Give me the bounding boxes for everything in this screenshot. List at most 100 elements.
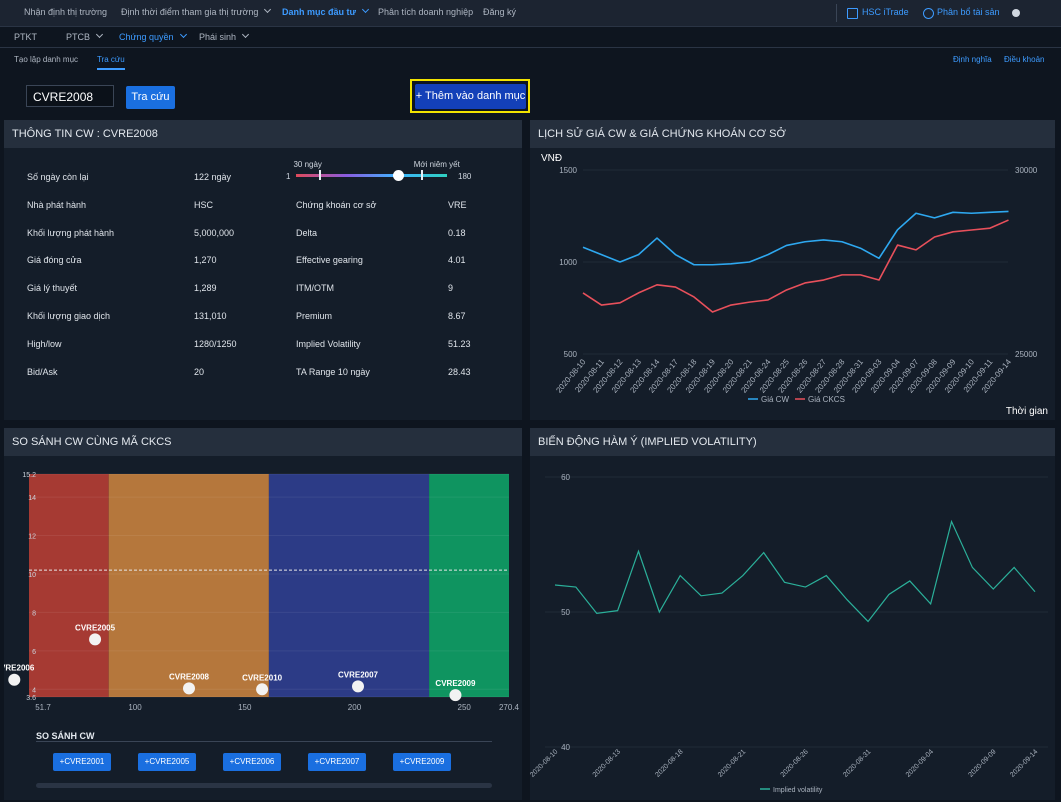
band (429, 474, 509, 697)
slider-mark-label: Mới niêm yết (413, 160, 460, 169)
slider-min: 1 (286, 172, 291, 181)
nav-item[interactable]: Nhận định thị trường (24, 7, 107, 17)
panel-header: LỊCH SỬ GIÁ CW & GIÁ CHỨNG KHOÁN CƠ SỞ (530, 120, 1055, 148)
info-value: 0.18 (448, 227, 466, 238)
info-value: 122 ngày (194, 172, 232, 182)
info-label: Khối lượng phát hành (27, 227, 114, 238)
compare-title: SO SÁNH CW (36, 731, 95, 741)
band (268, 474, 430, 697)
y-tick-label: 15.2 (22, 472, 36, 479)
y-tick-label: 10 (28, 572, 36, 579)
point (351, 680, 364, 693)
x-tick-label: 2020-09-14 (1009, 748, 1039, 778)
nav-icon (847, 8, 858, 19)
x-tick-label: 2020-08-13 (592, 748, 622, 778)
nav-divider (836, 4, 837, 22)
slider-track (296, 174, 447, 177)
point-label: CVRE2006 (0, 664, 35, 673)
panel-header: SO SÁNH CW CÙNG MÃ CKCS (4, 428, 522, 456)
info-label: Nhà phát hành (27, 199, 87, 210)
info-value: 1,289 (194, 283, 217, 294)
info-label: ITM/OTM (296, 283, 334, 294)
info-label: Số ngày còn lại (27, 172, 89, 182)
info-icon (1012, 9, 1020, 17)
info-label: High/low (27, 338, 62, 349)
info-label: Giá lý thuyết (27, 283, 78, 294)
info-value: 1280/1250 (194, 338, 237, 349)
info-value: 28.43 (448, 366, 471, 377)
sub-nav-item[interactable]: Chứng quyền (119, 32, 186, 42)
info-label: Premium (296, 311, 333, 321)
x-tick-label: 200 (348, 703, 362, 712)
slider-mark (319, 170, 322, 180)
sub-nav-item[interactable]: PTKT (14, 32, 38, 42)
x-tick-label: 150 (238, 703, 252, 712)
legend-label: Giá CKCS (808, 395, 845, 404)
nav-icon (923, 8, 934, 19)
slider-mark-label: 30 ngày (293, 160, 322, 169)
tab-underline (97, 68, 125, 70)
sub-nav-item[interactable]: Phái sinh (199, 32, 248, 42)
y-tick-label: 3.6 (26, 695, 36, 702)
nav-right[interactable]: HSC iTrade (862, 7, 909, 17)
info-value: 5,000,000 (194, 227, 235, 238)
band (29, 474, 109, 697)
line (582, 210, 1009, 266)
x-tick-label: 100 (128, 703, 142, 712)
search-input[interactable]: CVRE2008 (26, 85, 114, 107)
y-tick-label: 500 (564, 350, 578, 359)
compare-button[interactable]: +CVRE2005 (138, 753, 196, 771)
panel-header: THÔNG TIN CW : CVRE2008 (4, 120, 522, 148)
info-value: 51.23 (448, 338, 471, 349)
compare-button[interactable]: +CVRE2009 (393, 753, 451, 771)
tab[interactable]: Tra cứu (97, 55, 125, 64)
link[interactable]: Định nghĩa (953, 55, 992, 64)
panel-header: BIẾN ĐỘNG HÀM Ý (IMPLIED VOLATILITY) (530, 428, 1055, 456)
sub-nav-item[interactable]: PTCB (66, 32, 102, 42)
x-tick-label: 270.4 (499, 703, 520, 712)
scrollbar (36, 783, 492, 788)
nav-right[interactable]: Phân bổ tài sản (937, 7, 1000, 17)
info-value: VRE (448, 199, 467, 210)
info-label: Giá đóng cửa (27, 255, 82, 266)
y2-tick-label: 30000 (1015, 166, 1038, 175)
add-button[interactable]: + Thêm vào danh mục (415, 84, 526, 109)
info-value: HSC (194, 199, 214, 210)
nav-item[interactable]: Đăng ký (483, 7, 517, 17)
info-label: Khối lượng giao dịch (27, 311, 110, 321)
x-tick-label: 51.7 (35, 703, 51, 712)
y-tick-label: 1000 (559, 258, 577, 267)
line (554, 519, 1036, 623)
legend-label: Implied volatility (773, 787, 823, 794)
band (108, 474, 269, 697)
highlight (410, 79, 530, 113)
legend-label: Giá CW (761, 395, 789, 404)
nav-item[interactable]: Danh mục đầu tư (282, 7, 368, 17)
point-label: CVRE2008 (169, 672, 210, 681)
compare-button[interactable]: +CVRE2006 (223, 753, 281, 771)
slider-max: 180 (458, 172, 472, 181)
compare-button[interactable]: +CVRE2007 (308, 753, 366, 771)
sub-nav (0, 27, 1061, 48)
nav-item[interactable]: Phân tích doanh nghiệp (378, 7, 474, 17)
info-label: TA Range 10 ngày (296, 366, 370, 377)
nav-item[interactable]: Định thời điểm tham gia thị trường (121, 7, 270, 17)
point-label: CVRE2007 (338, 670, 379, 679)
x-tick-label: 250 (458, 703, 472, 712)
info-label: Implied Volatility (296, 338, 361, 349)
x-tick-label: 2020-09-04 (905, 748, 935, 778)
point-label: CVRE2005 (75, 623, 116, 632)
search-button[interactable]: Tra cứu (126, 86, 175, 109)
point-label: CVRE2010 (242, 673, 283, 682)
iv-panel (530, 428, 1055, 800)
y-tick-label: 8 (32, 610, 36, 617)
link[interactable]: Điều khoản (1004, 55, 1045, 64)
compare-button[interactable]: +CVRE2001 (53, 753, 111, 771)
tab[interactable]: Tạo lập danh mục (14, 55, 79, 64)
info-label: Bid/Ask (27, 366, 58, 377)
point (449, 689, 462, 702)
y-tick-label: 1500 (559, 166, 577, 175)
x-tick-label: 2020-08-10 (529, 748, 559, 778)
y-tick-label: 12 (28, 534, 36, 541)
